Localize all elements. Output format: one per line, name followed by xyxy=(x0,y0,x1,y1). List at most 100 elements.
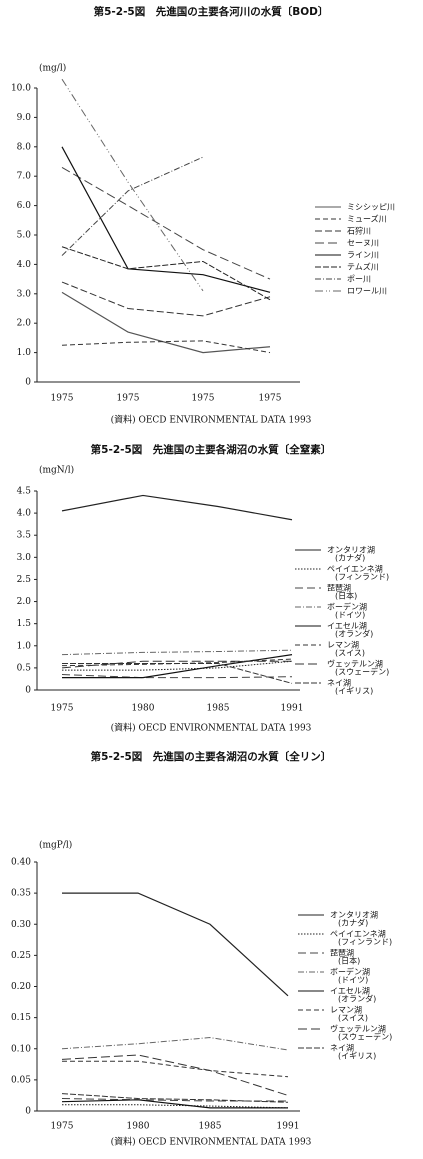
series-line xyxy=(61,1099,288,1109)
legend-note: (オランダ) xyxy=(335,629,373,639)
y-axis-label: (mgP/l) xyxy=(39,840,72,851)
x-tick-label: 1985 xyxy=(207,704,230,714)
legend-label: ボーデン湖 xyxy=(327,602,367,612)
x-tick-label: 1980 xyxy=(132,704,155,714)
legend-note: (カナダ) xyxy=(335,553,365,563)
y-tick-label: 4.0 xyxy=(17,260,32,270)
legend-note: (フィンランド) xyxy=(338,938,392,947)
chart-title: 第5-2-5図 先進国の主要各湖沼の水質〔全窒素〕 xyxy=(91,443,332,456)
series-line xyxy=(61,78,204,292)
series-line xyxy=(61,281,271,317)
y-tick-label: 0.40 xyxy=(11,858,31,868)
legend-label: イエセル湖 xyxy=(327,622,367,631)
y-tick-label: 0.15 xyxy=(11,1013,31,1023)
series-line xyxy=(61,246,271,301)
y-tick-label: 2.0 xyxy=(17,319,32,329)
y-tick-label: 3.5 xyxy=(17,531,32,541)
y-tick-label: 8.0 xyxy=(17,142,32,152)
legend-label: オンタリオ湖 xyxy=(327,546,375,555)
y-tick-label: 0.05 xyxy=(11,1075,31,1085)
legend-note: (日本) xyxy=(335,591,357,601)
legend-label: ヴェッテルン湖 xyxy=(327,659,383,669)
series-line xyxy=(62,892,289,997)
legend-label: ロワール川 xyxy=(347,287,387,296)
legend-note: (オランダ) xyxy=(338,994,376,1004)
chart-title: 第5-2-5図 先進国の主要各河川の水質〔BOD〕 xyxy=(94,5,329,18)
x-tick-label: 1975 xyxy=(51,704,74,714)
legend-label: 琵琶湖 xyxy=(327,584,351,593)
y-tick-label: 1.0 xyxy=(17,348,32,358)
x-tick-label: 1975 xyxy=(192,394,215,404)
chart-title: 第5-2-5図 先進国の主要各湖沼の水質〔全リン〕 xyxy=(91,750,332,763)
legend-label: ネイ湖 xyxy=(327,679,351,688)
y-tick-label: 1.0 xyxy=(17,641,32,651)
legend-label: レマン湖 xyxy=(327,641,359,650)
y-tick-label: 6.0 xyxy=(17,201,32,211)
x-tick-label: 1985 xyxy=(199,1122,222,1132)
legend-note: (スウェーデン) xyxy=(338,1032,392,1042)
series-line xyxy=(62,662,293,684)
legend-note: (ドイツ) xyxy=(335,611,365,620)
legend-note: (イギリス) xyxy=(338,1052,376,1061)
legend-note: (スイス) xyxy=(338,1014,368,1023)
legend-label: テムズ川 xyxy=(347,262,379,272)
legend-label: 琵琶湖 xyxy=(330,949,354,958)
x-tick-label: 1991 xyxy=(277,1122,300,1132)
legend-note: (フィンランド) xyxy=(335,573,389,582)
series-line xyxy=(61,1037,289,1051)
x-tick-label: 1980 xyxy=(127,1122,150,1132)
y-tick-label: 0.35 xyxy=(11,889,31,899)
y-tick-label: 0.20 xyxy=(11,982,31,992)
x-tick-label: 1991 xyxy=(281,704,304,714)
y-tick-label: 3.0 xyxy=(17,553,32,563)
legend-label: ポー川 xyxy=(347,275,371,284)
series-line xyxy=(61,146,271,293)
legend-label: 石狩川 xyxy=(347,226,371,236)
x-tick-label: 1975 xyxy=(117,394,140,404)
series-line xyxy=(61,660,292,669)
series-line xyxy=(61,166,271,280)
y-axis-label: (mg/l) xyxy=(39,63,66,74)
series-line xyxy=(61,674,293,679)
legend-label: ライン川 xyxy=(347,251,379,260)
legend-label: ボーデン湖 xyxy=(330,967,370,977)
series-line xyxy=(61,1054,289,1096)
source-note: (資料) OECD ENVIRONMENTAL DATA 1993 xyxy=(111,722,312,734)
y-tick-label: 4.5 xyxy=(17,487,32,497)
y-tick-label: 1.5 xyxy=(17,619,32,629)
y-tick-label: 5.0 xyxy=(17,231,32,241)
y-tick-label: 0.30 xyxy=(11,920,31,930)
series-line xyxy=(61,156,204,256)
legend-label: ネイ湖 xyxy=(330,1044,354,1053)
series-line xyxy=(61,649,293,656)
y-tick-label: 3.0 xyxy=(17,289,32,299)
legend-label: ミシシッピ川 xyxy=(347,203,395,212)
y-tick-label: 0.25 xyxy=(11,951,31,961)
series-line xyxy=(61,291,271,354)
y-tick-label: 7.0 xyxy=(17,172,32,182)
x-tick-label: 1975 xyxy=(259,394,282,404)
legend-label: ヴェッテルン湖 xyxy=(330,1024,386,1034)
legend-label: ペイイエンネ湖 xyxy=(330,930,386,939)
y-tick-label: 0.5 xyxy=(17,663,32,673)
y-tick-label: 10.0 xyxy=(11,84,31,94)
legend-note: (ドイツ) xyxy=(338,976,368,985)
x-tick-label: 1975 xyxy=(51,1122,74,1132)
y-tick-label: 0 xyxy=(25,378,31,388)
x-tick-label: 1975 xyxy=(51,394,74,404)
source-note: (資料) OECD ENVIRONMENTAL DATA 1993 xyxy=(111,1136,312,1148)
legend-note: (日本) xyxy=(338,956,360,966)
legend-label: イエセル湖 xyxy=(330,987,370,996)
legend-note: (スウェーデン) xyxy=(335,667,389,677)
y-tick-label: 9.0 xyxy=(17,113,32,123)
y-tick-label: 0.10 xyxy=(11,1044,31,1054)
legend-label: セーヌ川 xyxy=(347,239,379,248)
legend-label: ミューズ川 xyxy=(347,214,387,224)
source-note: (資料) OECD ENVIRONMENTAL DATA 1993 xyxy=(111,414,312,426)
series-line xyxy=(62,660,293,671)
legend-label: ペイイエンネ湖 xyxy=(327,565,383,574)
series-line xyxy=(62,1104,289,1109)
series-line xyxy=(62,654,293,679)
series-line xyxy=(61,340,271,354)
